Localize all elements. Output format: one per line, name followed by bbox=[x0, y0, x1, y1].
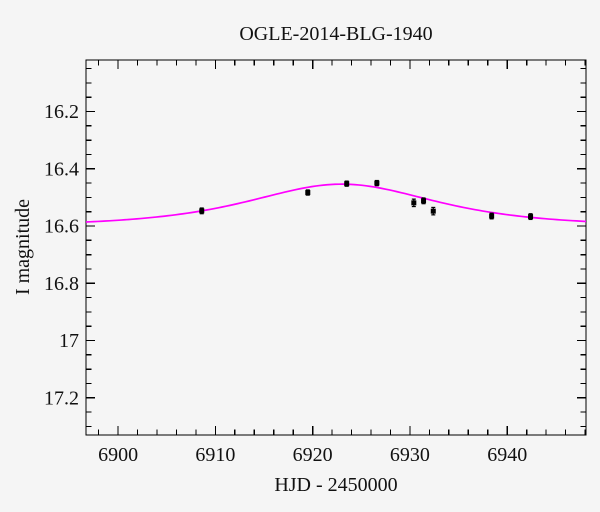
data-point bbox=[305, 189, 311, 196]
data-point bbox=[411, 198, 417, 208]
data-point-marker bbox=[528, 214, 534, 220]
data-point-marker bbox=[421, 198, 427, 204]
data-point-marker bbox=[374, 180, 380, 186]
x-tick-label: 6900 bbox=[98, 444, 138, 466]
data-point-marker bbox=[305, 190, 311, 196]
data-point bbox=[489, 212, 495, 220]
data-point-marker bbox=[489, 213, 495, 219]
x-tick-label: 6940 bbox=[487, 444, 527, 466]
data-point bbox=[199, 207, 205, 215]
x-axis-label: HJD - 2450000 bbox=[274, 474, 397, 496]
tick-labels: 6900 6910 6920 6930 6940 16.2 16.4 16.6 16.8 17 17… bbox=[44, 101, 527, 466]
model-curve bbox=[85, 183, 587, 223]
data-point bbox=[528, 213, 534, 221]
x-tick-label: 6920 bbox=[293, 444, 333, 466]
plot-frame bbox=[85, 59, 587, 436]
data-point bbox=[344, 180, 350, 187]
y-tick-label: 16.6 bbox=[44, 216, 79, 238]
data-point-marker bbox=[199, 208, 205, 214]
y-axis-label: I magnitude bbox=[12, 199, 34, 295]
y-tick-label: 16.8 bbox=[44, 273, 79, 295]
y-tick-label: 17 bbox=[59, 330, 79, 352]
x-tick-label: 6930 bbox=[390, 444, 430, 466]
y-tick-label: 16.2 bbox=[44, 101, 79, 123]
data-point bbox=[374, 179, 380, 187]
y-tick-label: 16.4 bbox=[44, 158, 79, 180]
data-point-marker bbox=[411, 200, 417, 206]
data-point bbox=[421, 197, 427, 205]
data-point bbox=[430, 206, 436, 216]
y-tick-label: 17.2 bbox=[44, 387, 79, 409]
data-point-marker bbox=[430, 208, 436, 214]
chart-title: OGLE-2014-BLG-1940 bbox=[239, 23, 432, 45]
data-point-marker bbox=[344, 181, 350, 187]
data-points bbox=[199, 179, 534, 221]
x-tick-label: 6910 bbox=[195, 444, 235, 466]
axis-ticks bbox=[86, 60, 586, 435]
